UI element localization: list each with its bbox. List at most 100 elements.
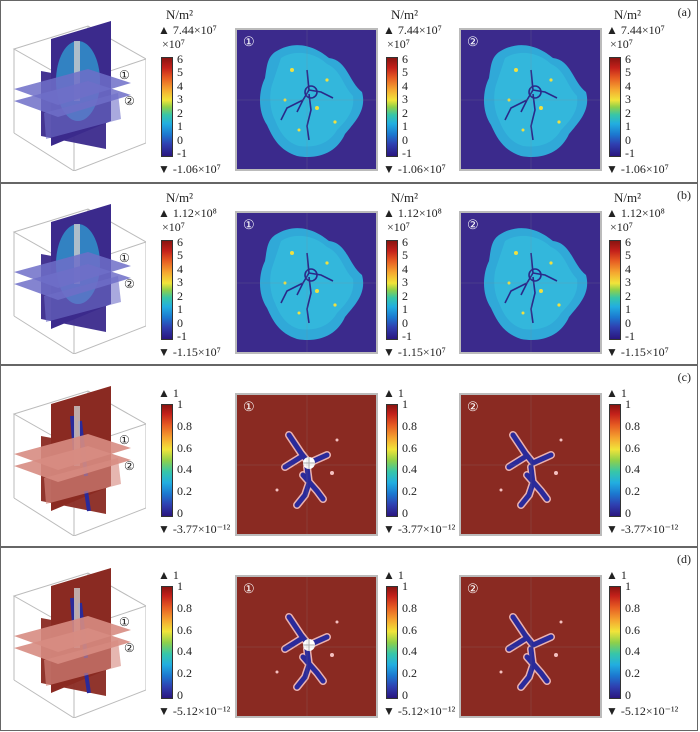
colorbar-tick: 0.6 xyxy=(177,440,192,455)
colorbar-max: ▲ 1.12×10⁸ xyxy=(606,206,665,220)
colorbar: N/m² ▲ 7.44×10⁷ ×10⁷ 6 5 4 3 2 1 0 -1 ▼ -1.06×10⁷ xyxy=(606,1,686,181)
slice-label: ② xyxy=(467,399,479,414)
colorbar-tick: 3 xyxy=(402,275,408,290)
colorbar: ▲ 1 1 0.8 0.6 0.4 0.2 0 ▼ -3.77×10⁻¹² xyxy=(158,366,238,546)
colorbar-gradient xyxy=(386,404,398,517)
colorbar-max: ▲ 7.44×10⁷ xyxy=(383,23,442,37)
plane-label-2: ② xyxy=(124,94,135,108)
colorbar-tick: 1 xyxy=(625,119,631,134)
colorbar-tick: 0 xyxy=(402,506,408,520)
colorbar-tick: 6 xyxy=(402,52,408,66)
colorbar-gradient xyxy=(386,586,398,699)
colorbar-min: ▼ -1.15×10⁷ xyxy=(158,345,221,359)
colorbar-tick: 0 xyxy=(177,315,183,330)
colorbar-tick: 0 xyxy=(402,688,408,702)
colorbar-tick: 5 xyxy=(402,65,408,80)
colorbar-max: ▲ 1.12×10⁸ xyxy=(158,206,217,220)
colorbar-tick: 0.8 xyxy=(625,600,640,615)
colorbar-tick: 4 xyxy=(625,261,631,276)
colorbar-min: ▼ -1.06×10⁷ xyxy=(383,162,446,176)
colorbar-tick: 0 xyxy=(625,132,631,147)
slice-label: ② xyxy=(467,34,479,49)
colorbar-tick: 4 xyxy=(177,78,183,93)
cube-3d-view xyxy=(6,21,148,176)
colorbar-gradient xyxy=(609,586,621,699)
colorbar-tick: 4 xyxy=(177,261,183,276)
colorbar-multiplier: ×10⁷ xyxy=(162,37,185,51)
colorbar-tick: 5 xyxy=(625,65,631,80)
colorbar-tick: 2 xyxy=(177,288,183,303)
colorbar-max: ▲ 1 xyxy=(158,568,179,582)
colorbar: N/m² ▲ 1.12×10⁸ ×10⁷ 6 5 4 3 2 1 0 -1 ▼ -1.15×10⁷ xyxy=(606,184,686,364)
colorbar-gradient xyxy=(161,57,173,157)
slice-label: ① xyxy=(243,34,255,49)
colorbar-unit: N/m² xyxy=(391,190,419,205)
colorbar-tick: 0.4 xyxy=(625,462,640,477)
panel-tag: (c) xyxy=(677,370,691,384)
colorbar: ▲ 1 1 0.8 0.6 0.4 0.2 0 ▼ -3.77×10⁻¹² xyxy=(383,366,463,546)
colorbar-tick: -1 xyxy=(625,329,635,343)
colorbar-max: ▲ 1 xyxy=(158,386,179,400)
colorbar-max: ▲ 7.44×10⁷ xyxy=(606,23,665,37)
colorbar-tick: 0.6 xyxy=(402,440,417,455)
slice-plot-1: ① xyxy=(235,575,378,718)
colorbar-gradient xyxy=(609,57,621,157)
colorbar: ▲ 1 1 0.8 0.6 0.4 0.2 0 ▼ -5.12×10⁻¹² xyxy=(606,548,686,728)
colorbar-tick: 6 xyxy=(625,235,631,249)
colorbar-tick: 1 xyxy=(177,579,183,593)
colorbar-unit: N/m² xyxy=(166,7,194,22)
colorbar-tick: 0 xyxy=(402,132,408,147)
colorbar-max: ▲ 1.12×10⁸ xyxy=(383,206,442,220)
colorbar-tick: 0 xyxy=(625,506,631,520)
figure-panel-b: (b) ① ② N/m² ▲ 1.12×10⁸ ×10⁷ 6 5 4 3 2 1 0 -1 ▼ -1.15… xyxy=(0,183,698,365)
colorbar-min: ▼ -3.77×10⁻¹² xyxy=(158,522,231,536)
colorbar-tick: 0.2 xyxy=(177,666,192,681)
colorbar-tick: 0.2 xyxy=(177,484,192,499)
colorbar-multiplier: ×10⁷ xyxy=(610,220,633,234)
colorbar-multiplier: ×10⁷ xyxy=(387,37,410,51)
slice-plot-1: ① xyxy=(235,393,378,536)
figure-panel-c: (c) ① ② ▲ 1 1 0.8 0.6 0.4 0.2 0 ▼ -3.77×10⁻¹² ① ▲ … xyxy=(0,365,698,547)
colorbar-tick: 0.4 xyxy=(402,644,417,659)
figure-panel-d: (d) ① ② ▲ 1 1 0.8 0.6 0.4 0.2 0 ▼ -5.12×10⁻¹² ① ▲ … xyxy=(0,547,698,731)
colorbar: ▲ 1 1 0.8 0.6 0.4 0.2 0 ▼ -5.12×10⁻¹² xyxy=(383,548,463,728)
colorbar-tick: 1 xyxy=(625,579,631,593)
colorbar-tick: 6 xyxy=(402,235,408,249)
colorbar-tick: 4 xyxy=(625,78,631,93)
panel-tag: (d) xyxy=(677,552,691,566)
colorbar-max: ▲ 1 xyxy=(383,568,404,582)
colorbar-tick: 0 xyxy=(402,315,408,330)
plane-label-1: ① xyxy=(119,251,130,265)
colorbar-tick: 5 xyxy=(625,248,631,263)
colorbar-gradient xyxy=(609,404,621,517)
colorbar-tick: 3 xyxy=(177,92,183,107)
slice-plot-1: ① xyxy=(235,28,378,171)
colorbar-tick: 0.8 xyxy=(625,418,640,433)
colorbar-tick: 3 xyxy=(177,275,183,290)
slice-label: ① xyxy=(243,399,255,414)
slice-plot-2: ② xyxy=(459,28,602,171)
colorbar: N/m² ▲ 7.44×10⁷ ×10⁷ 6 5 4 3 2 1 0 -1 ▼ -1.06×10⁷ xyxy=(383,1,463,181)
colorbar: N/m² ▲ 7.44×10⁷ ×10⁷ 6 5 4 3 2 1 0 -1 ▼ -1.06×10⁷ xyxy=(158,1,238,181)
colorbar-tick: 0.6 xyxy=(625,622,640,637)
colorbar-tick: 4 xyxy=(402,261,408,276)
colorbar-multiplier: ×10⁷ xyxy=(610,37,633,51)
colorbar-tick: 0.2 xyxy=(625,666,640,681)
colorbar-tick: 2 xyxy=(625,105,631,120)
plane-label-1: ① xyxy=(119,433,130,447)
colorbar-min: ▼ -5.12×10⁻¹² xyxy=(606,704,679,718)
colorbar-tick: 0.4 xyxy=(625,644,640,659)
colorbar-tick: 1 xyxy=(625,397,631,411)
colorbar-max: ▲ 7.44×10⁷ xyxy=(158,23,217,37)
colorbar-gradient xyxy=(161,404,173,517)
colorbar-tick: 0.4 xyxy=(177,462,192,477)
colorbar: N/m² ▲ 1.12×10⁸ ×10⁷ 6 5 4 3 2 1 0 -1 ▼ -1.15×10⁷ xyxy=(158,184,238,364)
colorbar-tick: 6 xyxy=(625,52,631,66)
colorbar-unit: N/m² xyxy=(614,7,642,22)
slice-plot-2: ② xyxy=(459,393,602,536)
colorbar-tick: 2 xyxy=(402,288,408,303)
colorbar-max: ▲ 1 xyxy=(606,568,627,582)
colorbar-tick: 0.2 xyxy=(402,484,417,499)
figure-panel-a: (a) ① ② N/m² ▲ 7.44×10⁷ ×10⁷ 6 5 4 3 2 1 0 -1 ▼ -1.06… xyxy=(0,0,698,183)
